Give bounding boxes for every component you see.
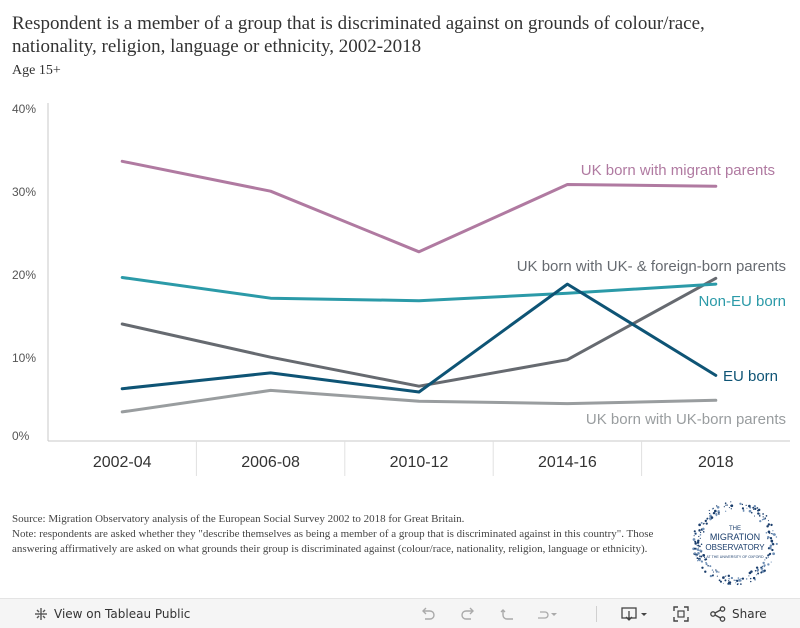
toolbar-divider [596,606,597,622]
revert-button[interactable] [500,599,516,628]
revert-icon [500,608,513,620]
chart-title: Respondent is a member of a group that i… [12,13,705,57]
y-tick-label: 30% [12,185,36,199]
logo-text-4: AT THE UNIVERSITY OF OXFORD [706,555,764,559]
logo-text-2: MIGRATION [710,532,760,542]
source-note: Source: Migration Observatory analysis o… [12,513,465,525]
fullscreen-button[interactable] [673,599,689,628]
series-label-non-eu-born: Non-EU born [698,293,786,310]
y-tick-label: 20% [12,268,36,282]
view-on-tableau-button[interactable]: View on Tableau Public [34,599,190,628]
tableau-toolbar: View on Tableau Public [0,598,800,628]
x-tick-label: 2018 [698,454,734,471]
x-tick-label: 2010-12 [390,454,449,471]
y-tick-label: 0% [12,429,30,443]
share-icon [710,605,726,622]
share-button[interactable]: Share [710,599,767,628]
x-tick-label: 2002-04 [93,454,152,471]
history-icon [538,610,557,619]
series-line-eu-born[interactable] [120,282,718,394]
undo-button[interactable] [420,599,436,628]
method-note: Note: respondents are asked whether they… [12,528,654,555]
chart-subtitle: Age 15+ [12,63,61,78]
redo-icon [461,607,474,620]
y-tick-label: 10% [12,351,36,365]
x-tick-label: 2014-16 [538,454,597,471]
redo-button[interactable] [460,599,476,628]
series-line-non-eu-born[interactable] [120,276,718,303]
share-label: Share [732,606,767,621]
migration-observatory-logo: THE MIGRATION OBSERVATORY AT THE UNIVERS… [692,501,778,586]
series-line-uk-born-uk-parents[interactable] [120,388,718,414]
line-chart: 0% 10% 20% 30% 40% 2002-04 2006-08 2010-12 2014-… [12,102,790,476]
series-label-uk-born-migrant-parents: UK born with migrant parents [581,162,775,179]
series-line-uk-born-mixed-parents[interactable] [120,276,718,388]
download-icon [621,606,647,621]
series-label-uk-born-uk-parents: UK born with UK-born parents [586,411,786,428]
footnote: Source: Migration Observatory analysis o… [12,512,667,557]
tableau-icon [35,607,47,620]
series-label-uk-born-mixed-parents: UK born with UK- & foreign-born parents [517,258,786,275]
fullscreen-icon [673,605,689,622]
undo-icon [422,607,435,620]
view-on-tableau-label: View on Tableau Public [54,606,191,621]
download-button[interactable] [621,599,651,628]
more-history-button[interactable] [536,599,558,628]
y-tick-label: 40% [12,102,36,116]
logo-text-3: OBSERVATORY [705,543,765,552]
x-tick-label: 2006-08 [241,454,300,471]
series-line-uk-born-migrant-parents[interactable] [120,159,718,254]
series-label-eu-born: EU born [723,368,778,385]
logo-text-1: THE [729,526,741,532]
